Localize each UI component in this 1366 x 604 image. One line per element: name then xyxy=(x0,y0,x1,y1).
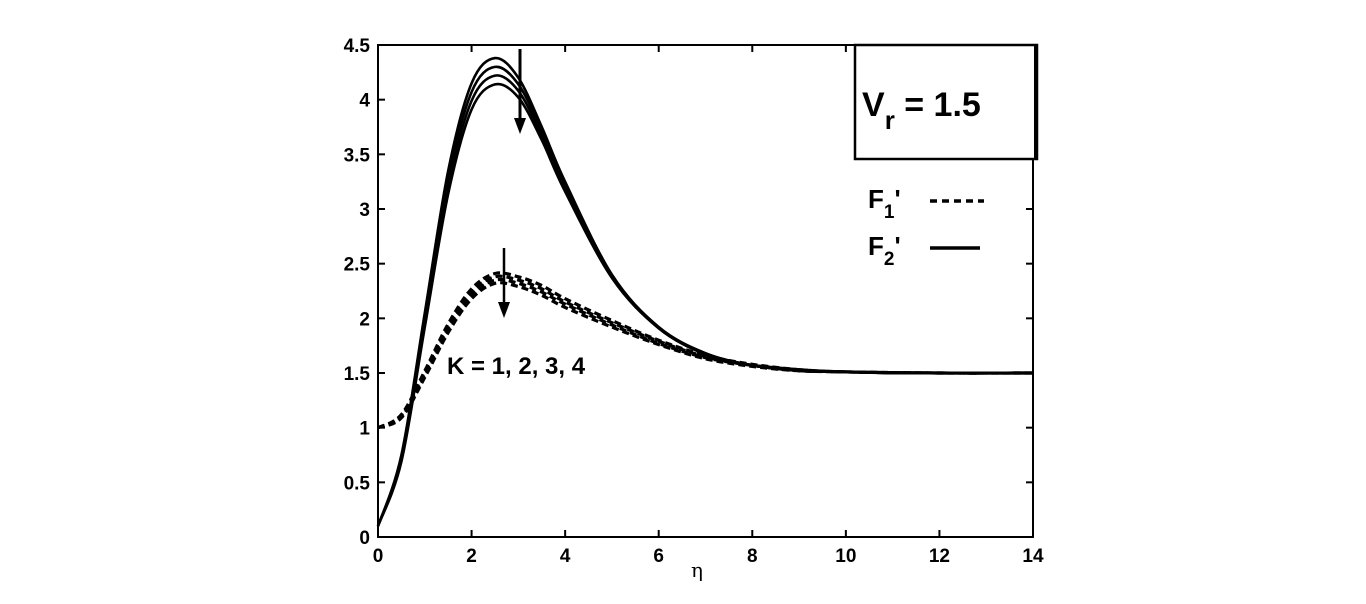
y-tick-label: 1 xyxy=(359,419,370,440)
x-tick-label: 4 xyxy=(560,546,571,567)
legend-f2-subscript: 2 xyxy=(884,249,895,270)
x-tick-label: 8 xyxy=(747,546,758,567)
param-box-label: Vr = 1.5 xyxy=(862,86,981,135)
arrow-f2 xyxy=(514,49,526,134)
plot-frame xyxy=(377,44,1034,538)
arrow-f1 xyxy=(498,248,510,318)
x-tick-label: 10 xyxy=(835,546,856,567)
legend-f1-prime: ' xyxy=(894,184,900,214)
legend: F1' F2' xyxy=(868,184,984,270)
x-axis-label: η xyxy=(691,558,703,582)
param-subscript: r xyxy=(885,105,895,135)
y-tick-label: 3 xyxy=(359,200,370,221)
y-tick-label: 3.5 xyxy=(344,145,371,166)
x-tick-label: 12 xyxy=(929,546,950,567)
legend-f2-label: F2' xyxy=(868,231,901,270)
param-symbol: V xyxy=(862,86,885,124)
y-tick-label: 0.5 xyxy=(344,473,371,494)
series-f2-line-4 xyxy=(376,82,1033,527)
x-tick-label: 14 xyxy=(1022,546,1044,567)
legend-f2-prime: ' xyxy=(894,231,900,261)
series-f1-line-2 xyxy=(377,274,1034,430)
legend-f1-subscript: 1 xyxy=(884,202,895,223)
k-annotation: K = 1, 2, 3, 4 xyxy=(447,353,586,380)
x-tick-label: 2 xyxy=(466,546,477,567)
y-tick-label: 2 xyxy=(359,309,370,330)
param-box xyxy=(853,43,1039,161)
param-value: = 1.5 xyxy=(895,86,981,124)
y-tick-label: 0 xyxy=(359,528,370,549)
series-group xyxy=(376,56,1034,527)
y-tick-label: 4 xyxy=(359,91,370,112)
x-tick-label: 6 xyxy=(653,546,664,567)
y-tick-label: 2.5 xyxy=(344,255,371,276)
y-tick-label: 4.5 xyxy=(344,36,371,57)
x-tick-label: 0 xyxy=(373,546,384,567)
legend-f2-symbol: F xyxy=(868,231,884,261)
legend-f1-symbol: F xyxy=(868,184,884,214)
legend-f1-label: F1' xyxy=(868,184,901,223)
y-tick-label: 1.5 xyxy=(344,364,371,385)
